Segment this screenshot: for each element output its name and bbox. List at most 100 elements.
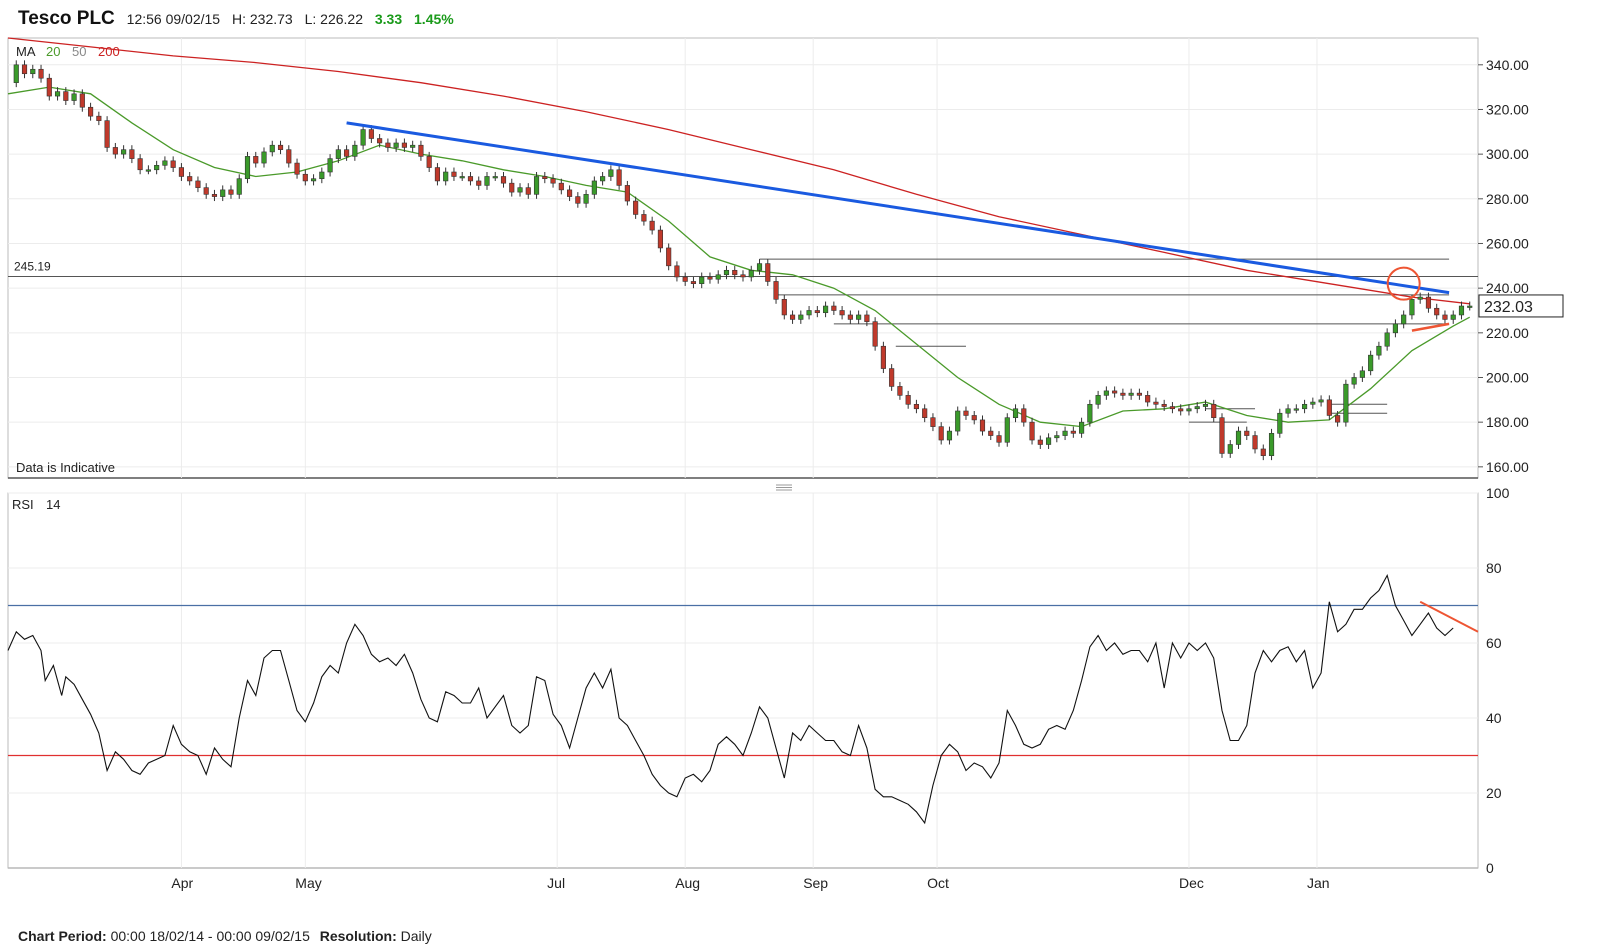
candle-body bbox=[649, 220, 655, 231]
candle-body bbox=[897, 386, 903, 396]
candle-body bbox=[121, 149, 127, 155]
candle-body bbox=[1153, 401, 1159, 405]
price-y-tick-label: 340.00 bbox=[1486, 57, 1529, 73]
candle-body bbox=[765, 263, 771, 282]
current-price-box bbox=[1478, 294, 1564, 318]
ma200-line bbox=[7, 37, 1470, 305]
rsi-y-tick-label: 0 bbox=[1486, 860, 1494, 876]
candle-body bbox=[71, 93, 77, 101]
candle-body bbox=[1450, 314, 1456, 320]
candle-body bbox=[1161, 403, 1167, 407]
rsi-y-tick-label: 80 bbox=[1486, 560, 1502, 576]
candle-body bbox=[930, 417, 936, 427]
candle-body bbox=[1425, 296, 1432, 309]
candle-body bbox=[872, 321, 878, 347]
rsi-line bbox=[7, 574, 1454, 825]
candle-body bbox=[492, 176, 498, 179]
candle-body bbox=[319, 171, 325, 180]
candle-body bbox=[996, 435, 1002, 443]
rsi-panel-frame bbox=[7, 492, 1479, 869]
resolution-value: Daily bbox=[400, 928, 432, 944]
high-value: H: 232.73 bbox=[231, 11, 293, 27]
candle-body bbox=[740, 274, 746, 278]
candle-body bbox=[707, 276, 713, 280]
period-label: Chart Period: bbox=[18, 928, 107, 944]
candle-body bbox=[1260, 448, 1266, 456]
candle-body bbox=[1178, 408, 1184, 412]
candle-body bbox=[21, 64, 28, 75]
candle-body bbox=[905, 395, 911, 405]
candle-body bbox=[96, 115, 102, 121]
ma20-line bbox=[7, 86, 1471, 428]
candle-body bbox=[253, 156, 259, 164]
candle-body bbox=[889, 368, 895, 387]
candle-body bbox=[748, 269, 754, 278]
trendline-down bbox=[346, 121, 1450, 295]
price-y-tick-label: 280.00 bbox=[1486, 191, 1529, 207]
candle-body bbox=[732, 269, 738, 276]
candle-body bbox=[360, 129, 366, 146]
candle-body bbox=[781, 299, 787, 316]
candle-body bbox=[963, 410, 969, 416]
candle-body bbox=[1409, 299, 1415, 316]
candle-body bbox=[955, 410, 961, 432]
candle-body bbox=[624, 185, 630, 202]
quote-time: 12:56 09/02/15 bbox=[126, 11, 221, 27]
candle-body bbox=[302, 173, 308, 182]
ma-period-label: 20 bbox=[46, 44, 60, 59]
chart-footer: Chart Period: 00:00 18/02/14 - 00:00 09/… bbox=[18, 928, 438, 944]
candle-body bbox=[674, 265, 680, 278]
x-tick-label: Aug bbox=[675, 875, 700, 891]
x-tick-label: Jul bbox=[547, 875, 565, 891]
candle-body bbox=[1318, 399, 1324, 403]
candle-body bbox=[814, 310, 820, 314]
candle-body bbox=[401, 142, 407, 148]
candle-body bbox=[236, 178, 242, 195]
candle-body bbox=[195, 180, 201, 188]
candle-body bbox=[806, 310, 812, 316]
candle-body bbox=[1029, 421, 1035, 441]
x-tick-label: Dec bbox=[1179, 875, 1204, 891]
candle-body bbox=[971, 415, 977, 421]
change-percent: 1.45% bbox=[414, 11, 454, 27]
candle-body bbox=[550, 178, 556, 184]
candle-body bbox=[129, 149, 135, 159]
candle-body bbox=[1376, 345, 1382, 356]
candle-body bbox=[1335, 415, 1341, 423]
candle-body bbox=[533, 176, 540, 195]
candle-body bbox=[79, 93, 85, 108]
candle-body bbox=[1087, 403, 1093, 423]
candle-body bbox=[1235, 430, 1242, 445]
candle-body bbox=[294, 162, 300, 175]
candle-body bbox=[228, 189, 234, 195]
candle-body bbox=[880, 345, 886, 369]
candle-body bbox=[1252, 435, 1258, 450]
price-y-tick-label: 320.00 bbox=[1486, 101, 1529, 117]
rsi-period-label: 14 bbox=[46, 497, 60, 512]
price-y-tick-label: 180.00 bbox=[1486, 414, 1529, 430]
candle-body bbox=[1079, 421, 1085, 434]
breakout-circle bbox=[1386, 266, 1421, 301]
candle-body bbox=[798, 314, 804, 320]
candle-body bbox=[839, 310, 845, 316]
rsi-y-tick-label: 40 bbox=[1486, 710, 1502, 726]
x-tick-label: Sep bbox=[803, 875, 828, 891]
period-value: 00:00 18/02/14 - 00:00 09/02/15 bbox=[110, 928, 310, 944]
candle-body bbox=[13, 64, 19, 83]
candle-body bbox=[789, 314, 796, 320]
candle-body bbox=[922, 408, 928, 418]
candle-body bbox=[1302, 403, 1308, 410]
candle-body bbox=[1045, 437, 1052, 445]
candle-body bbox=[1021, 408, 1027, 423]
candle-body bbox=[847, 314, 853, 320]
candle-body bbox=[170, 160, 176, 168]
candle-body bbox=[575, 196, 581, 204]
candle-body bbox=[509, 182, 515, 193]
candle-body bbox=[187, 176, 193, 182]
candle-body bbox=[286, 149, 292, 164]
candle-body bbox=[1442, 314, 1448, 320]
candle-body bbox=[112, 147, 118, 155]
rsi-divergence-mark bbox=[1419, 600, 1479, 633]
candle-body bbox=[244, 156, 251, 180]
x-tick-label: Oct bbox=[927, 875, 949, 891]
